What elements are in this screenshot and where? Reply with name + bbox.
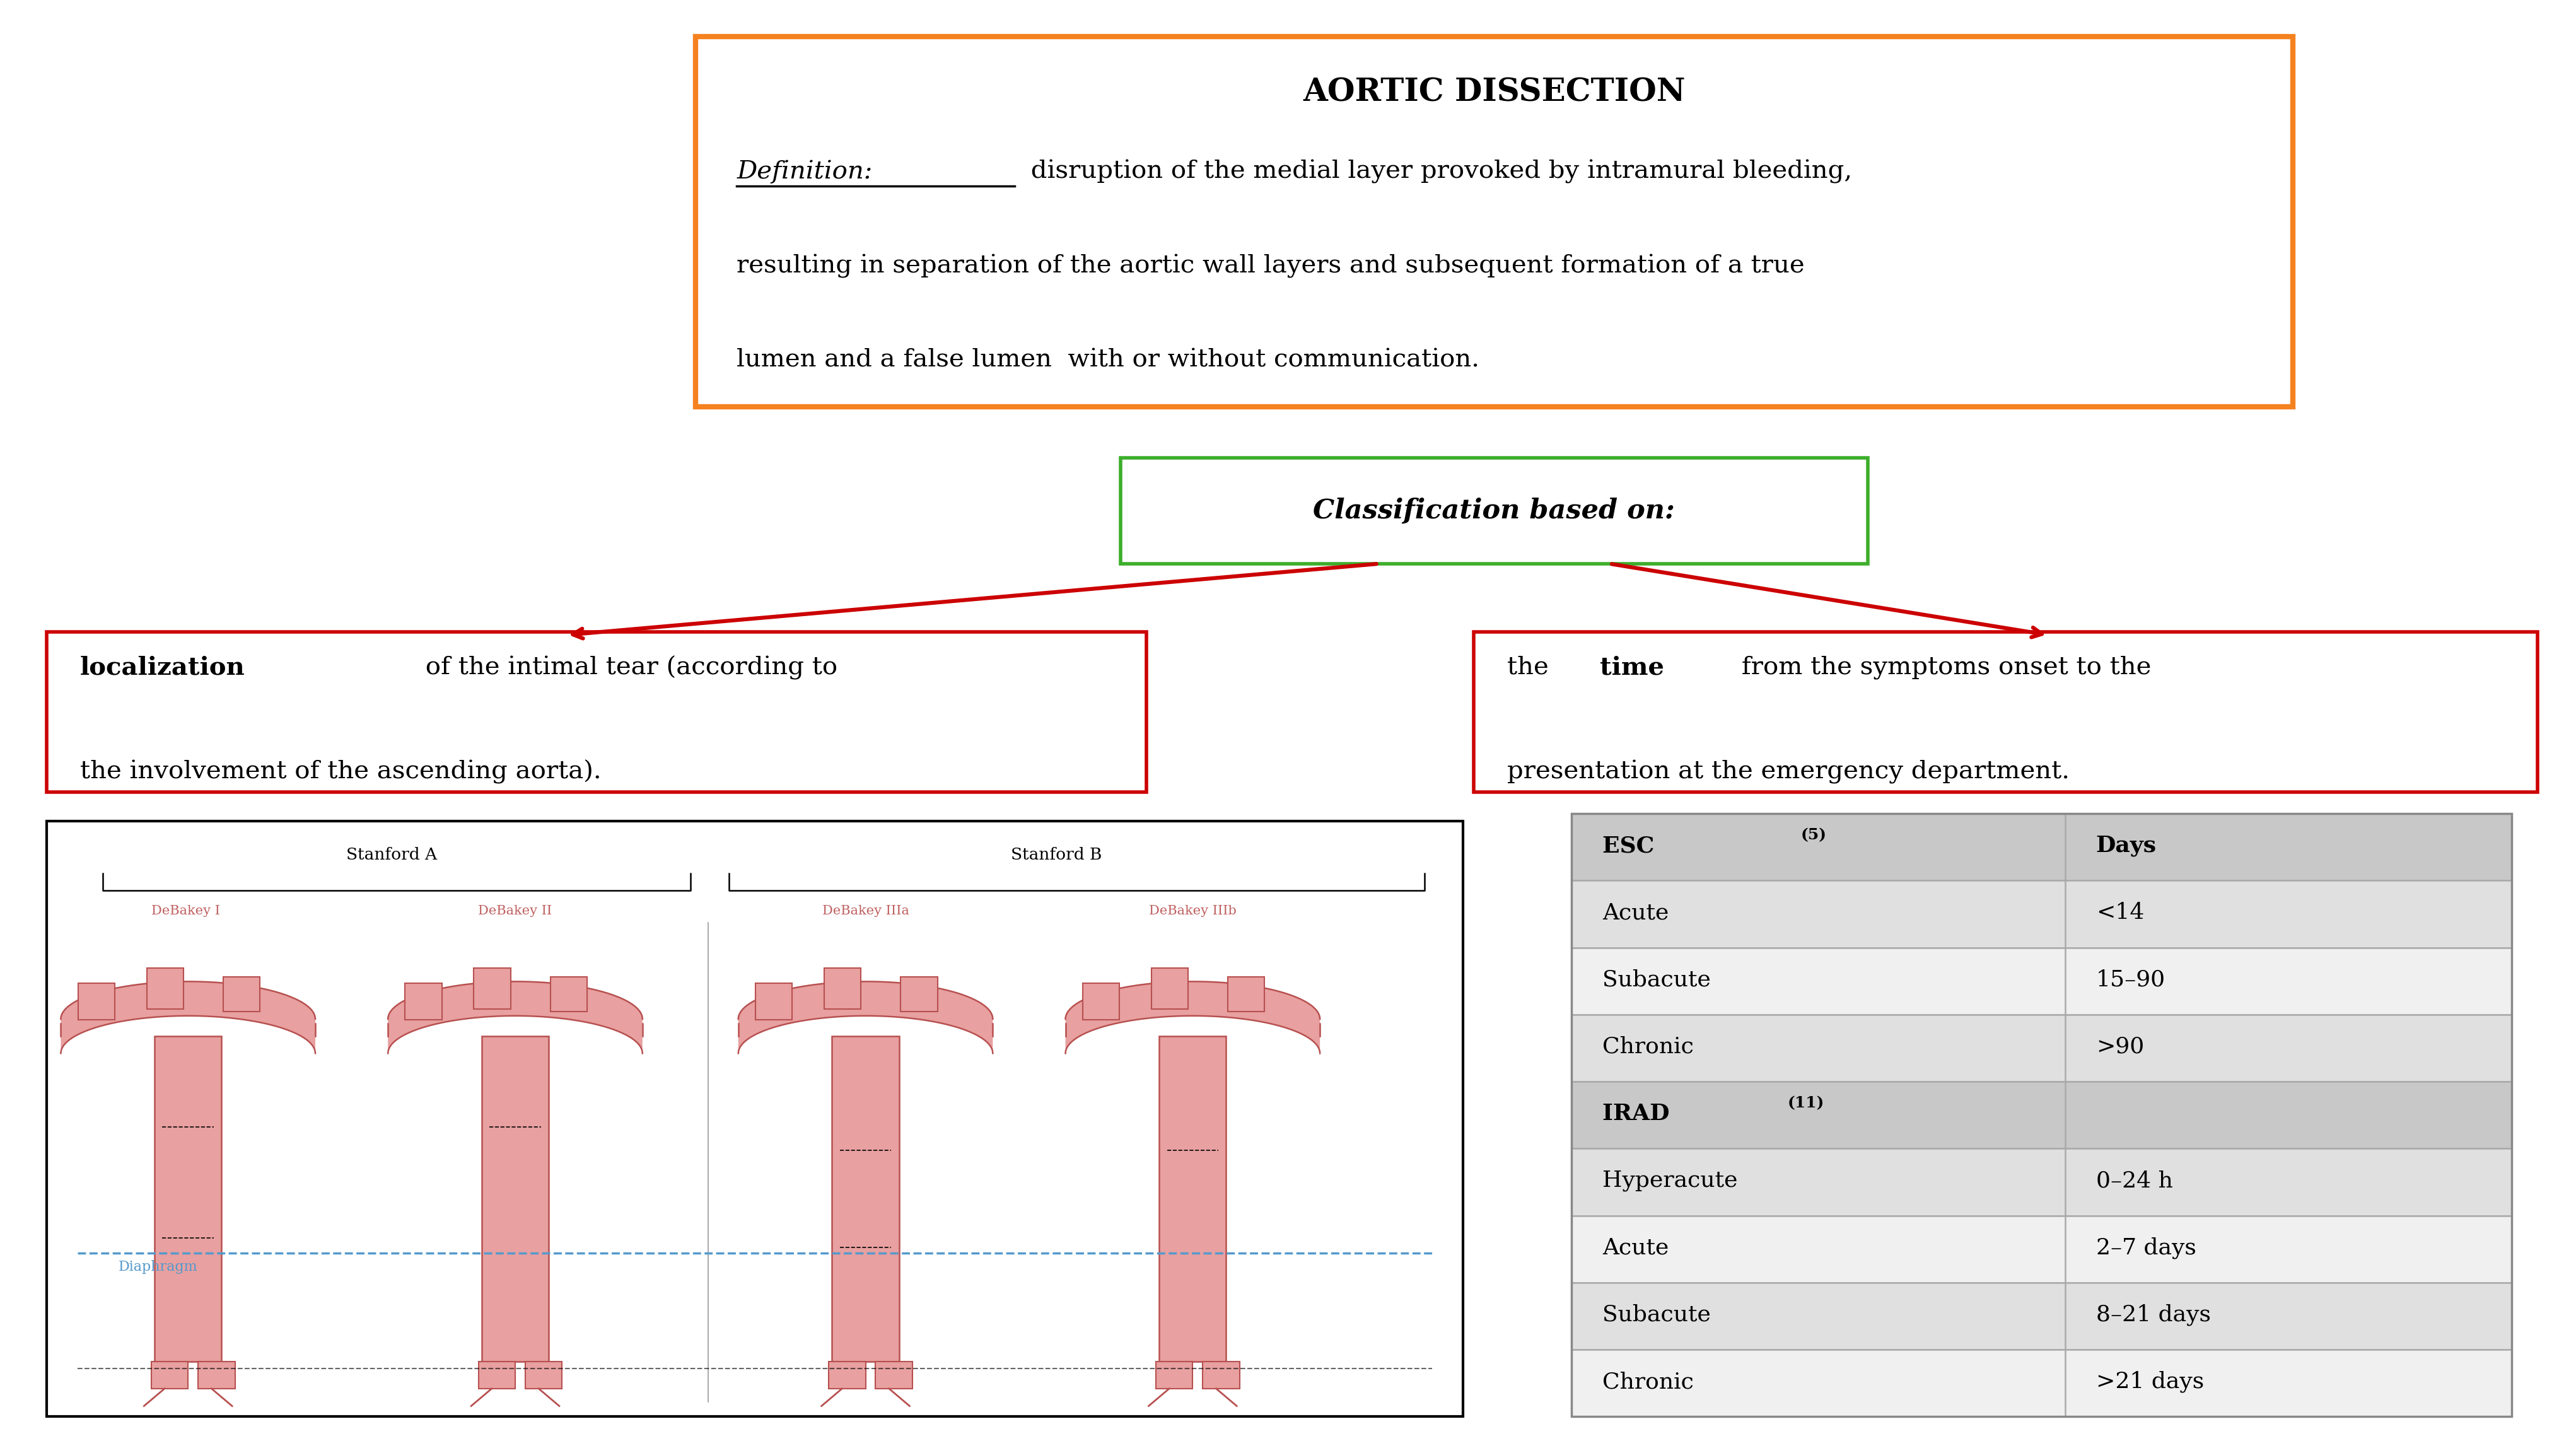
FancyBboxPatch shape bbox=[1571, 881, 2512, 947]
FancyBboxPatch shape bbox=[1571, 814, 2512, 881]
Bar bbox=[824, 968, 860, 1008]
Bar bbox=[152, 1361, 188, 1389]
Bar bbox=[1157, 1361, 1193, 1389]
Bar bbox=[829, 1361, 866, 1389]
Bar bbox=[832, 1036, 899, 1361]
Bar bbox=[755, 984, 793, 1020]
Text: Diaphragm: Diaphragm bbox=[118, 1260, 198, 1274]
Text: Acute: Acute bbox=[1602, 1237, 1669, 1258]
Bar bbox=[1229, 976, 1265, 1011]
Bar bbox=[155, 1036, 222, 1361]
Text: presentation at the emergency department.: presentation at the emergency department… bbox=[1507, 760, 2069, 783]
Text: Subacute: Subacute bbox=[1602, 969, 1710, 991]
Text: >21 days: >21 days bbox=[2097, 1372, 2205, 1393]
Text: lumen and a false lumen  with or without communication.: lumen and a false lumen with or without … bbox=[737, 349, 1479, 372]
FancyBboxPatch shape bbox=[1571, 1014, 2512, 1081]
Bar bbox=[902, 976, 938, 1011]
Bar bbox=[198, 1361, 234, 1389]
Text: (5): (5) bbox=[1801, 828, 1826, 843]
FancyBboxPatch shape bbox=[1571, 1081, 2512, 1149]
Bar bbox=[1159, 1036, 1226, 1361]
Text: of the intimal tear (according to: of the intimal tear (according to bbox=[417, 655, 837, 680]
FancyBboxPatch shape bbox=[1571, 1149, 2512, 1216]
Text: DeBakey IIIa: DeBakey IIIa bbox=[822, 905, 909, 917]
FancyBboxPatch shape bbox=[696, 36, 2293, 407]
Text: 2–7 days: 2–7 days bbox=[2097, 1237, 2197, 1258]
Text: ESC: ESC bbox=[1602, 835, 1662, 857]
Text: Acute: Acute bbox=[1602, 902, 1669, 924]
FancyBboxPatch shape bbox=[1571, 1216, 2512, 1283]
Bar bbox=[1151, 968, 1188, 1008]
Text: 8–21 days: 8–21 days bbox=[2097, 1303, 2210, 1325]
Text: time: time bbox=[1600, 655, 1664, 679]
Bar bbox=[147, 968, 183, 1008]
Text: AORTIC DISSECTION: AORTIC DISSECTION bbox=[1303, 77, 1685, 108]
Text: resulting in separation of the aortic wall layers and subsequent formation of a : resulting in separation of the aortic wa… bbox=[737, 254, 1806, 278]
Text: IRAD: IRAD bbox=[1602, 1103, 1677, 1125]
Text: Hyperacute: Hyperacute bbox=[1602, 1170, 1739, 1191]
Text: Subacute: Subacute bbox=[1602, 1305, 1710, 1325]
Text: localization: localization bbox=[80, 655, 245, 679]
Text: Stanford B: Stanford B bbox=[1010, 847, 1103, 863]
Text: Stanford A: Stanford A bbox=[345, 847, 438, 863]
FancyBboxPatch shape bbox=[1571, 1350, 2512, 1417]
Bar bbox=[77, 984, 116, 1020]
Text: disruption of the medial layer provoked by intramural bleeding,: disruption of the medial layer provoked … bbox=[1023, 160, 1852, 183]
Text: 15–90: 15–90 bbox=[2097, 969, 2166, 991]
Text: DeBakey I: DeBakey I bbox=[152, 905, 219, 917]
Bar bbox=[526, 1361, 562, 1389]
Bar bbox=[224, 976, 260, 1011]
FancyBboxPatch shape bbox=[1571, 947, 2512, 1014]
FancyBboxPatch shape bbox=[1571, 1283, 2512, 1350]
Bar bbox=[404, 984, 443, 1020]
Bar bbox=[482, 1036, 549, 1361]
Text: Chronic: Chronic bbox=[1602, 1036, 1692, 1058]
Text: (11): (11) bbox=[1788, 1096, 1824, 1110]
FancyBboxPatch shape bbox=[46, 821, 1463, 1417]
Bar bbox=[551, 976, 587, 1011]
Text: DeBakey IIIb: DeBakey IIIb bbox=[1149, 905, 1236, 917]
Bar bbox=[1082, 984, 1121, 1020]
Text: <14: <14 bbox=[2097, 902, 2143, 924]
Text: Chronic: Chronic bbox=[1602, 1372, 1692, 1392]
Text: >90: >90 bbox=[2097, 1036, 2143, 1058]
Text: Definition:: Definition: bbox=[737, 160, 873, 183]
Bar bbox=[479, 1361, 515, 1389]
FancyBboxPatch shape bbox=[46, 632, 1146, 792]
Bar bbox=[876, 1361, 912, 1389]
FancyBboxPatch shape bbox=[1121, 458, 1868, 564]
Text: Classification based on:: Classification based on: bbox=[1314, 497, 1674, 525]
Text: the: the bbox=[1507, 655, 1556, 679]
FancyBboxPatch shape bbox=[1473, 632, 2537, 792]
Bar bbox=[474, 968, 510, 1008]
Text: DeBakey II: DeBakey II bbox=[479, 905, 551, 917]
Text: from the symptoms onset to the: from the symptoms onset to the bbox=[1734, 655, 2151, 679]
Text: 0–24 h: 0–24 h bbox=[2097, 1170, 2172, 1191]
Text: Days: Days bbox=[2097, 835, 2156, 857]
Bar bbox=[1203, 1361, 1239, 1389]
Text: the involvement of the ascending aorta).: the involvement of the ascending aorta). bbox=[80, 760, 600, 785]
